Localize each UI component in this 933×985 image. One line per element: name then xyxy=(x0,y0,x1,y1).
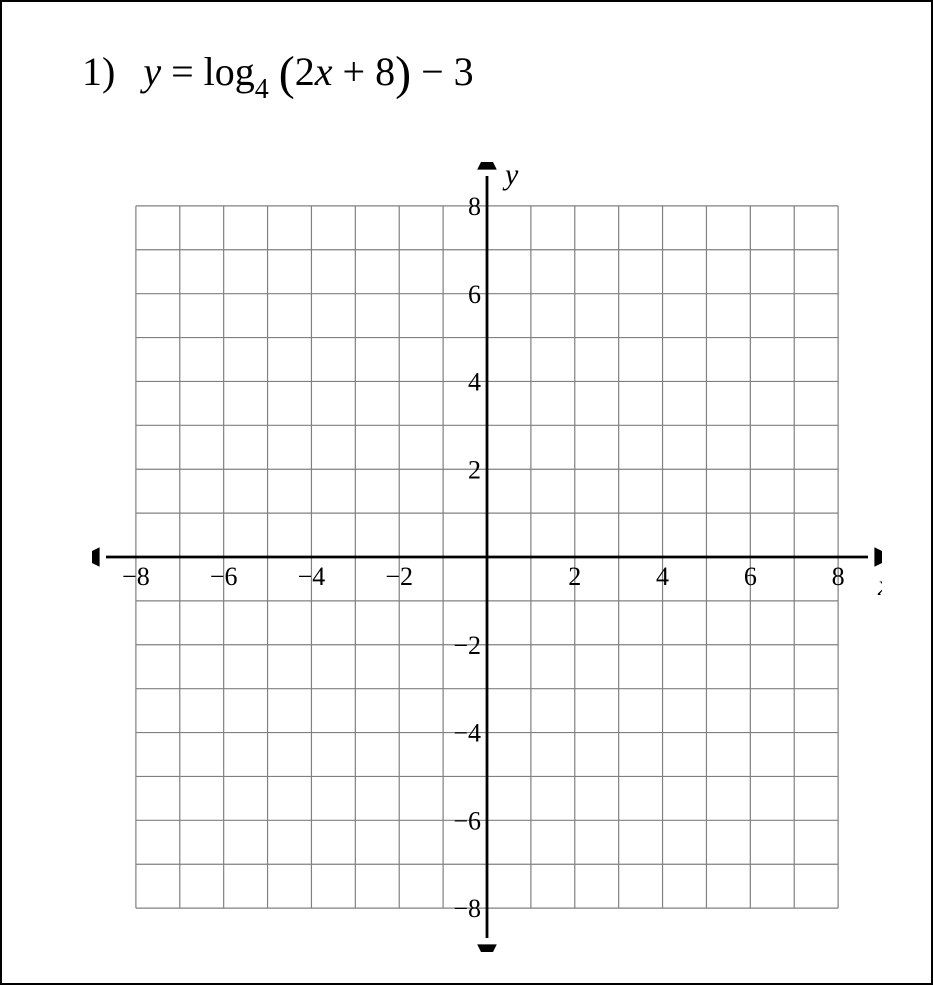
x-tick-label: −6 xyxy=(210,562,238,591)
problem-number: 1) xyxy=(82,49,115,94)
equals: = xyxy=(161,49,204,94)
x-tick-label: 4 xyxy=(656,562,669,591)
open-paren: ( xyxy=(279,47,295,100)
tail: − 3 xyxy=(411,49,474,94)
y-axis-label: y xyxy=(502,162,519,191)
x-tick-label: 6 xyxy=(744,562,757,591)
x-tick-label: 8 xyxy=(832,562,845,591)
x-tick-label: −8 xyxy=(122,562,150,591)
equation-text: 1) y = log4 (2x + 8) − 3 xyxy=(82,42,474,102)
x-tick-label: 2 xyxy=(568,562,581,591)
y-tick-label: −6 xyxy=(453,806,481,835)
y-tick-label: −2 xyxy=(453,631,481,660)
x-tick-label: −4 xyxy=(298,562,326,591)
inner-var: x xyxy=(315,49,333,94)
x-axis-label: x xyxy=(877,569,882,602)
func: log xyxy=(204,49,255,94)
y-tick-label: 4 xyxy=(468,368,481,397)
lhs-var: y xyxy=(143,49,161,94)
coordinate-plane: 2 4 6 8 −8 −6 −4 −2 2 4 6 8 −2 −4 −6 −8 y x xyxy=(92,162,882,952)
y-tick-label: 2 xyxy=(468,455,481,484)
y-tick-label: −8 xyxy=(453,894,481,923)
inner-op: + 8 xyxy=(333,49,396,94)
x-tick-label: −2 xyxy=(385,562,413,591)
y-tick-label: −4 xyxy=(453,719,481,748)
inner-coef: 2 xyxy=(295,49,315,94)
y-tick-label: 8 xyxy=(468,192,481,221)
close-paren: ) xyxy=(395,47,411,100)
grid-svg: 2 4 6 8 −8 −6 −4 −2 2 4 6 8 −2 −4 −6 −8 y x xyxy=(92,162,882,952)
log-base: 4 xyxy=(255,74,269,105)
y-tick-label: 6 xyxy=(468,280,481,309)
